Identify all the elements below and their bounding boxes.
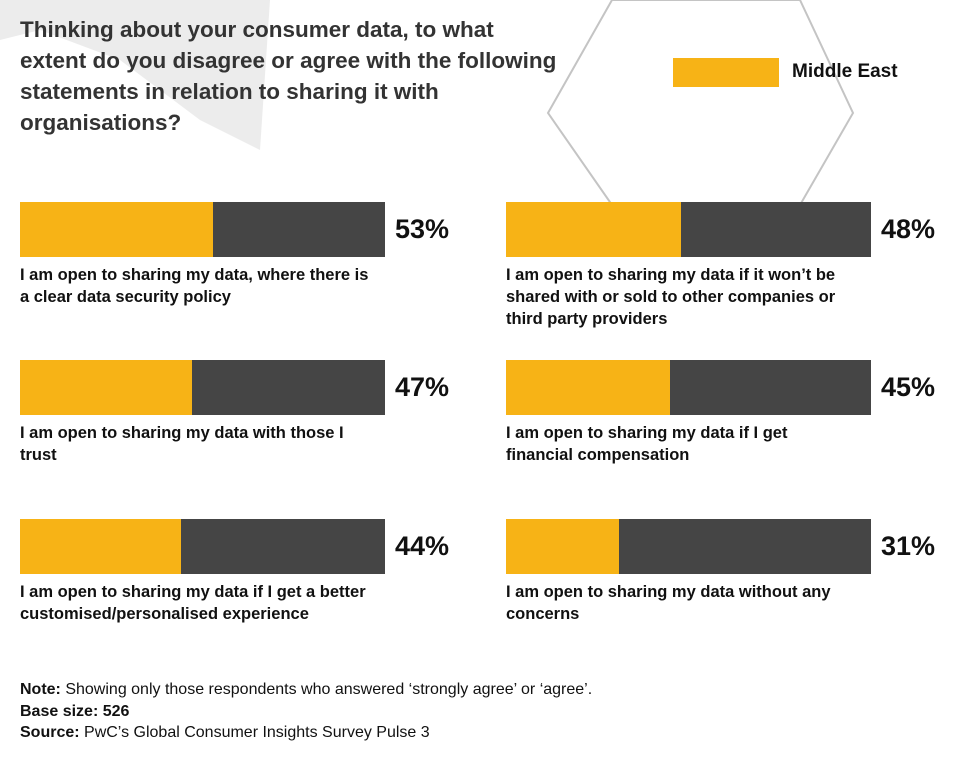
bar-fill (20, 360, 192, 415)
watermark-gray-shape (0, 0, 270, 150)
footer-note: Note: Showing only those respondents who… (20, 679, 592, 701)
statement-label: I am open to sharing my data if I get fi… (506, 424, 788, 464)
bar-track (20, 360, 385, 415)
bar-fill (506, 519, 620, 574)
base-size-label: Base size: 526 (20, 702, 130, 720)
statement-label: I am open to sharing my data without any… (506, 583, 831, 623)
note-label: Note: (20, 681, 61, 698)
percentage-label: 31% (881, 531, 936, 561)
legend-swatch (673, 58, 779, 87)
bar-track (20, 519, 385, 574)
statement-label: I am open to sharing my data if I get a … (20, 583, 366, 623)
statement-label: I am open to sharing my data if it won’t… (506, 266, 836, 328)
statement-label: I am open to sharing my data with those … (20, 424, 344, 464)
outline-hexagon-shape (546, 0, 855, 206)
chart-footer: Note: Showing only those respondents who… (20, 679, 592, 744)
footer-base-size: Base size: 526 (20, 701, 592, 723)
percentage-label: 44% (395, 531, 450, 561)
bar-track (20, 202, 385, 257)
bar-fill (20, 519, 181, 574)
statement-label: I am open to sharing my data, where ther… (20, 266, 369, 306)
source-text: PwC’s Global Consumer Insights Survey Pu… (79, 724, 430, 741)
legend-label: Middle East (792, 61, 898, 82)
bar-fill (20, 202, 214, 257)
footer-source: Source: PwC’s Global Consumer Insights S… (20, 722, 592, 744)
percentage-label: 47% (395, 372, 450, 402)
percentage-label: 45% (881, 372, 936, 402)
source-label: Source: (20, 724, 80, 741)
note-text: Showing only those respondents who answe… (60, 681, 593, 698)
chart-title: Thinking about your consumer data, to wh… (20, 17, 557, 135)
bar-track (506, 360, 871, 415)
bar-track (506, 519, 871, 574)
percentage-label: 53% (395, 214, 450, 244)
percentage-label: 48% (881, 214, 936, 244)
bar-fill (506, 202, 682, 257)
bar-track (506, 202, 871, 257)
bar-fill (506, 360, 671, 415)
